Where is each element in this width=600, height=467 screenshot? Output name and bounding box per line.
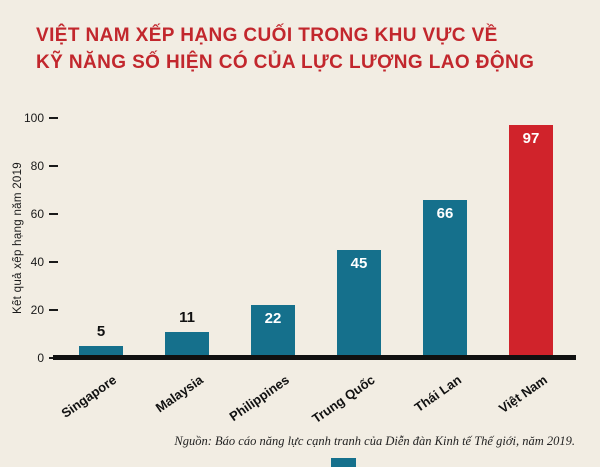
x-axis-label-singapore: Singapore — [58, 372, 120, 421]
bar-slot-trung-quoc: 45 Trung Quốc — [309, 118, 402, 426]
value-label-philippines: 22 — [264, 310, 282, 328]
y-tick-mark — [49, 213, 58, 215]
x-axis-label-thai-lan: Thái Lan — [411, 372, 464, 415]
y-tick-label: 40 — [30, 255, 44, 269]
bar-slot-singapore: 5 Singapore — [58, 118, 144, 421]
source-note: Nguồn: Báo cáo năng lực cạnh tranh của D… — [174, 434, 575, 448]
y-tick-mark — [49, 309, 58, 311]
chart-title-line2: KỸ NĂNG SỐ HIỆN CÓ CỦA LỰC LƯỢNG LAO ĐỘN… — [36, 52, 535, 73]
x-axis-label-trung-quoc: Trung Quốc — [309, 372, 378, 427]
chart-title-line1: VIỆT NAM XẾP HẠNG CUỐI TRONG KHU VỰC VỀ — [36, 25, 498, 46]
y-tick-label: 60 — [30, 207, 44, 221]
bar-trung-quoc: 45 — [337, 250, 381, 358]
bar-viet-nam: 97 — [509, 125, 553, 358]
y-tick-label: 100 — [23, 111, 44, 125]
value-label-singapore: 5 — [96, 323, 106, 340]
y-axis-label: Kết quả xếp hạng năm 2019 — [12, 162, 24, 315]
value-label-trung-quoc: 45 — [350, 255, 368, 272]
bar-thai-lan: 66 — [423, 199, 467, 358]
value-label-malaysia: 11 — [179, 308, 195, 326]
x-axis-label-viet-nam: Việt Nam — [495, 372, 550, 417]
x-axis-label-philippines: Philippines — [226, 372, 292, 425]
y-tick-label: 20 — [30, 303, 44, 317]
bar-chart-plot-area: 0 20 40 60 80 100 5 Singapore 11 Malaysia 22 Phili… — [24, 111, 576, 426]
chart-title: VIỆT NAM XẾP HẠNG CUỐI TRONG KHU VỰC VỀ … — [36, 22, 534, 76]
bar-slot-malaysia: 11 Malaysia — [144, 118, 230, 415]
value-label-thai-lan: 66 — [436, 204, 454, 222]
bar-slot-philippines: 22 Philippines — [226, 118, 316, 424]
bars-group: 5 Singapore 11 Malaysia 22 Philippines 45 Trung… — [58, 118, 574, 426]
bar-slot-viet-nam: 97 Việt Nam — [488, 118, 574, 416]
bottom-accent-bar — [331, 458, 356, 467]
y-tick-mark — [49, 165, 58, 167]
value-label-viet-nam: 97 — [522, 130, 540, 148]
y-tick-label: 80 — [30, 159, 44, 173]
y-tick-mark — [49, 261, 58, 263]
bar-slot-thai-lan: 66 Thái Lan — [402, 118, 488, 415]
y-tick-mark — [49, 117, 58, 119]
x-axis-label-malaysia: Malaysia — [152, 372, 206, 416]
y-tick-label: 0 — [37, 351, 44, 365]
x-axis-baseline — [53, 355, 576, 360]
bar-malaysia — [165, 331, 209, 358]
bar-philippines: 22 — [251, 305, 295, 358]
